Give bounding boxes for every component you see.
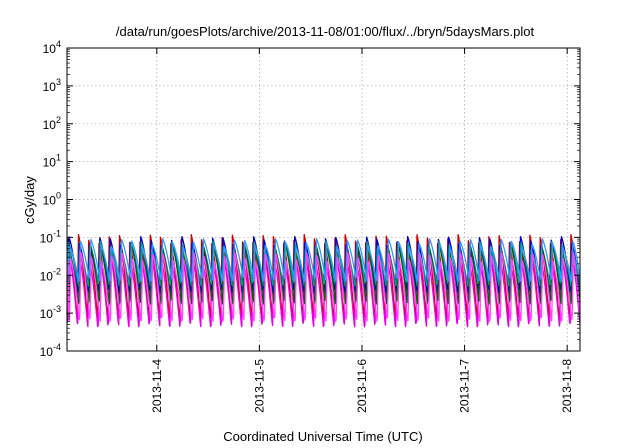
y-tick-label: 101 — [43, 153, 61, 170]
y-tick-label: 104 — [43, 39, 61, 56]
chart-title: /data/run/goesPlots/archive/2013-11-08/0… — [116, 24, 535, 39]
y-tick-label: 103 — [43, 77, 61, 94]
x-tick-label: 2013-11-7 — [458, 359, 472, 413]
x-tick-label: 2013-11-8 — [560, 359, 574, 413]
x-tick-label: 2013-11-4 — [150, 359, 164, 413]
y-axis: 10-4 10-3 10-2 10-1 100 101 102 103 104 — [40, 39, 580, 359]
y-tick-label: 100 — [43, 191, 61, 208]
y-axis-label: cGy/day — [22, 176, 37, 224]
x-tick-label: 2013-11-6 — [355, 359, 369, 413]
y-tick-label: 10-4 — [40, 342, 61, 359]
y-tick-label: 10-2 — [40, 266, 61, 283]
series-line-6 — [66, 238, 581, 282]
y-tick-label: 102 — [43, 115, 61, 132]
series-line-7 — [66, 251, 581, 322]
series-layer — [66, 233, 581, 328]
y-tick-label: 10-3 — [40, 304, 61, 321]
y-tick-label: 10-1 — [40, 228, 61, 245]
x-axis-label: Coordinated Universal Time (UTC) — [223, 429, 422, 444]
x-tick-label: 2013-11-5 — [252, 359, 266, 413]
x-axis: 2013-11-4 2013-11-5 2013-11-6 2013-11-7 2013… — [150, 48, 574, 413]
